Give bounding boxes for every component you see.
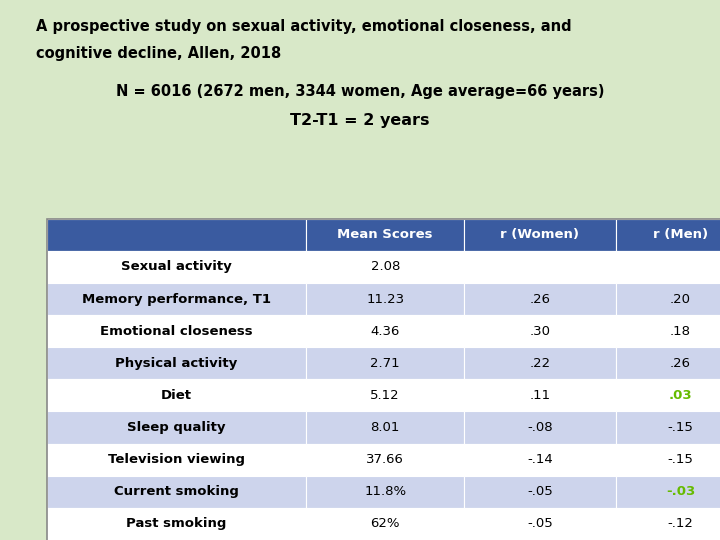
Bar bbox=[464, 508, 616, 540]
Bar bbox=[47, 219, 720, 540]
Bar bbox=[306, 476, 464, 508]
Bar bbox=[306, 283, 464, 315]
Text: 4.36: 4.36 bbox=[371, 325, 400, 338]
Text: r (Women): r (Women) bbox=[500, 228, 580, 241]
Text: 8.01: 8.01 bbox=[371, 421, 400, 434]
Bar bbox=[464, 251, 616, 283]
Bar bbox=[464, 315, 616, 347]
Bar bbox=[47, 379, 306, 411]
Text: -.15: -.15 bbox=[667, 453, 693, 466]
Bar bbox=[47, 476, 306, 508]
Bar bbox=[464, 379, 616, 411]
Text: 5.12: 5.12 bbox=[370, 389, 400, 402]
Text: Physical activity: Physical activity bbox=[115, 357, 238, 370]
Text: .30: .30 bbox=[529, 325, 551, 338]
Text: 62%: 62% bbox=[371, 517, 400, 530]
Bar bbox=[616, 315, 720, 347]
Text: -.15: -.15 bbox=[667, 421, 693, 434]
Bar bbox=[306, 315, 464, 347]
Bar bbox=[306, 411, 464, 444]
Bar bbox=[464, 347, 616, 379]
Bar bbox=[616, 347, 720, 379]
Bar bbox=[306, 347, 464, 379]
Text: -.12: -.12 bbox=[667, 517, 693, 530]
Text: .26: .26 bbox=[670, 357, 691, 370]
Bar bbox=[616, 444, 720, 476]
Text: .18: .18 bbox=[670, 325, 691, 338]
Text: Television viewing: Television viewing bbox=[108, 453, 245, 466]
Bar bbox=[616, 379, 720, 411]
Bar bbox=[616, 411, 720, 444]
Text: .20: .20 bbox=[670, 293, 691, 306]
Bar bbox=[616, 219, 720, 251]
Bar bbox=[47, 251, 306, 283]
Text: T2-T1 = 2 years: T2-T1 = 2 years bbox=[290, 113, 430, 129]
Bar bbox=[47, 219, 306, 251]
Bar bbox=[47, 508, 306, 540]
Bar bbox=[306, 219, 464, 251]
Text: Current smoking: Current smoking bbox=[114, 485, 239, 498]
Text: cognitive decline, Allen, 2018: cognitive decline, Allen, 2018 bbox=[36, 46, 282, 61]
Text: -.14: -.14 bbox=[527, 453, 553, 466]
Bar bbox=[464, 444, 616, 476]
Bar bbox=[47, 411, 306, 444]
Bar bbox=[464, 283, 616, 315]
Bar bbox=[464, 411, 616, 444]
Text: Diet: Diet bbox=[161, 389, 192, 402]
Text: Sexual activity: Sexual activity bbox=[121, 260, 232, 273]
Text: -.05: -.05 bbox=[527, 517, 553, 530]
Text: Memory performance, T1: Memory performance, T1 bbox=[82, 293, 271, 306]
Text: A prospective study on sexual activity, emotional closeness, and: A prospective study on sexual activity, … bbox=[36, 19, 572, 34]
Bar bbox=[616, 251, 720, 283]
Text: .26: .26 bbox=[529, 293, 551, 306]
Text: 2.71: 2.71 bbox=[370, 357, 400, 370]
Bar bbox=[47, 347, 306, 379]
Bar bbox=[464, 476, 616, 508]
Text: 37.66: 37.66 bbox=[366, 453, 404, 466]
Text: N = 6016 (2672 men, 3344 women, Age average=66 years): N = 6016 (2672 men, 3344 women, Age aver… bbox=[116, 84, 604, 99]
Bar bbox=[47, 315, 306, 347]
Text: -.08: -.08 bbox=[527, 421, 553, 434]
Bar bbox=[306, 379, 464, 411]
Text: 11.8%: 11.8% bbox=[364, 485, 406, 498]
Text: r (Men): r (Men) bbox=[653, 228, 708, 241]
Bar bbox=[47, 283, 306, 315]
Bar bbox=[47, 444, 306, 476]
Bar bbox=[616, 283, 720, 315]
Text: 11.23: 11.23 bbox=[366, 293, 404, 306]
Text: Mean Scores: Mean Scores bbox=[338, 228, 433, 241]
Text: Past smoking: Past smoking bbox=[126, 517, 227, 530]
Text: -.05: -.05 bbox=[527, 485, 553, 498]
Text: 2.08: 2.08 bbox=[371, 260, 400, 273]
Text: -.03: -.03 bbox=[666, 485, 695, 498]
Bar bbox=[464, 219, 616, 251]
Bar bbox=[306, 251, 464, 283]
Text: .03: .03 bbox=[669, 389, 692, 402]
Bar bbox=[306, 444, 464, 476]
Text: Sleep quality: Sleep quality bbox=[127, 421, 225, 434]
Bar bbox=[306, 508, 464, 540]
Text: .22: .22 bbox=[529, 357, 551, 370]
Bar bbox=[616, 508, 720, 540]
Text: Emotional closeness: Emotional closeness bbox=[100, 325, 253, 338]
Bar bbox=[616, 476, 720, 508]
Text: .11: .11 bbox=[529, 389, 551, 402]
